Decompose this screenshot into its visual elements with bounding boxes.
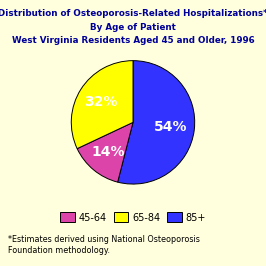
Text: 32%: 32% bbox=[84, 95, 117, 109]
Text: West Virginia Residents Aged 45 and Older, 1996: West Virginia Residents Aged 45 and Olde… bbox=[12, 36, 254, 45]
Wedge shape bbox=[77, 122, 133, 182]
Text: *Estimates derived using National Osteoporosis
Foundation methodology.: *Estimates derived using National Osteop… bbox=[8, 235, 200, 255]
Text: By Age of Patient: By Age of Patient bbox=[90, 23, 176, 32]
Text: 54%: 54% bbox=[154, 120, 188, 134]
Wedge shape bbox=[71, 61, 133, 149]
Text: 14%: 14% bbox=[92, 145, 125, 159]
Wedge shape bbox=[118, 61, 195, 184]
Legend: 45-64, 65-84, 85+: 45-64, 65-84, 85+ bbox=[57, 209, 209, 226]
Text: Distribution of Osteoporosis-Related Hospitalizations*: Distribution of Osteoporosis-Related Hos… bbox=[0, 9, 266, 18]
